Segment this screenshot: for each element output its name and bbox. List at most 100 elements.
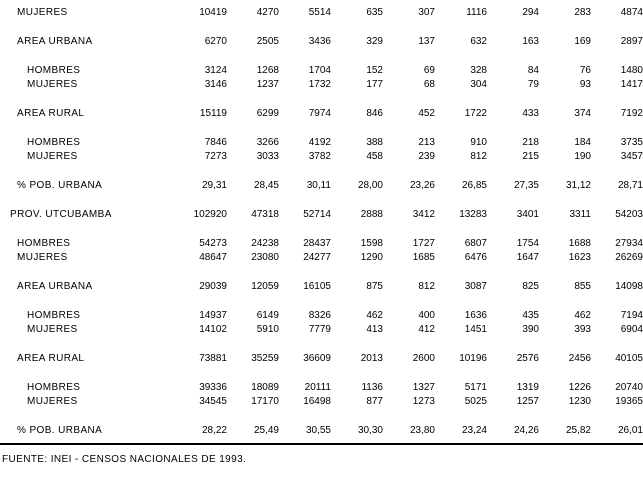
row-label: MUJERES <box>17 251 68 263</box>
row-gap <box>0 120 643 135</box>
value-cell: 2897 <box>620 35 643 47</box>
value-cell: 910 <box>470 136 487 148</box>
table-row: HOMBRES 7846 3266 4192 388 213 910 218 184 3735 <box>0 135 643 149</box>
value-cell: 25,82 <box>565 424 591 436</box>
value-cell: 16498 <box>303 395 331 407</box>
row-gap <box>0 293 643 308</box>
value-cell: 374 <box>574 107 591 119</box>
value-cell: 48647 <box>199 251 227 263</box>
value-cell: 14102 <box>199 323 227 335</box>
table-row: MUJERES 3146 1237 1732 177 68 304 79 93 1417 <box>0 77 643 91</box>
value-cell: 825 <box>522 280 539 292</box>
value-cell: 3146 <box>204 78 227 90</box>
row-gap <box>0 91 643 106</box>
value-cell: 20111 <box>304 381 331 393</box>
value-cell: 169 <box>574 35 591 47</box>
value-cell: 2600 <box>412 352 435 364</box>
value-cell: 1116 <box>466 6 487 18</box>
value-cell: 54273 <box>199 237 227 249</box>
table-row: HOMBRES 3124 1268 1704 152 69 328 84 76 1480 <box>0 63 643 77</box>
source-note: FUENTE: INEI - CENSOS NACIONALES DE 1993… <box>2 454 247 465</box>
value-cell: 2505 <box>256 35 279 47</box>
value-cell: 329 <box>366 35 383 47</box>
value-cell: 7194 <box>620 309 643 321</box>
value-cell: 14098 <box>615 280 643 292</box>
row-label: AREA RURAL <box>17 107 85 119</box>
table-row: PROV. UTCUBAMBA 102920 47318 52714 2888 3412 1… <box>0 207 643 221</box>
value-cell: 28,45 <box>253 179 279 191</box>
value-cell: 20740 <box>615 381 643 393</box>
row-label: HOMBRES <box>17 237 71 249</box>
value-cell: 76 <box>579 64 591 76</box>
value-cell: 1417 <box>620 78 643 90</box>
table-row: AREA RURAL 73881 35259 36609 2013 2600 10196 25… <box>0 351 643 365</box>
row-label: HOMBRES <box>27 136 81 148</box>
value-cell: 7273 <box>204 150 227 162</box>
value-cell: 23,26 <box>409 179 435 191</box>
value-cell: 84 <box>527 64 539 76</box>
value-cell: 26269 <box>615 251 643 263</box>
value-cell: 3124 <box>204 64 227 76</box>
value-cell: 24,26 <box>513 424 539 436</box>
table-row: MUJERES 7273 3033 3782 458 239 812 215 190 3457 <box>0 149 643 163</box>
table-row: MUJERES 10419 4270 5514 635 307 1116 294 283 4874 <box>0 5 643 19</box>
value-cell: 14937 <box>199 309 227 321</box>
table-bottom-rule <box>0 443 643 445</box>
value-cell: 47318 <box>251 208 279 220</box>
value-cell: 7974 <box>308 107 331 119</box>
table-row: MUJERES 34545 17170 16498 877 1273 5025 1257 123… <box>0 394 643 408</box>
value-cell: 3436 <box>308 35 331 47</box>
value-cell: 213 <box>418 136 435 148</box>
value-cell: 7779 <box>308 323 331 335</box>
row-label: HOMBRES <box>27 309 81 321</box>
value-cell: 462 <box>366 309 383 321</box>
value-cell: 137 <box>418 35 435 47</box>
value-cell: 1230 <box>568 395 591 407</box>
value-cell: 1732 <box>308 78 331 90</box>
value-cell: 26,01 <box>617 424 643 436</box>
value-cell: 28,22 <box>201 424 227 436</box>
table-row: HOMBRES 14937 6149 8326 462 400 1636 435 462 7194 <box>0 308 643 322</box>
value-cell: 19365 <box>615 395 643 407</box>
row-label: PROV. UTCUBAMBA <box>10 208 112 220</box>
row-gap <box>0 163 643 178</box>
value-cell: 177 <box>366 78 383 90</box>
table-row: % POB. URBANA 28,22 25,49 30,55 30,30 23,80 23… <box>0 423 643 437</box>
value-cell: 25,49 <box>253 424 279 436</box>
value-cell: 5171 <box>464 381 487 393</box>
value-cell: 875 <box>366 280 383 292</box>
value-cell: 846 <box>366 107 383 119</box>
value-cell: 1722 <box>464 107 487 119</box>
value-cell: 328 <box>470 64 487 76</box>
value-cell: 239 <box>418 150 435 162</box>
value-cell: 17170 <box>251 395 279 407</box>
value-cell: 163 <box>522 35 539 47</box>
value-cell: 16105 <box>303 280 331 292</box>
value-cell: 5025 <box>464 395 487 407</box>
value-cell: 54203 <box>615 208 643 220</box>
value-cell: 877 <box>366 395 383 407</box>
value-cell: 152 <box>366 64 383 76</box>
value-cell: 6149 <box>256 309 279 321</box>
row-gap <box>0 192 643 207</box>
value-cell: 3087 <box>464 280 487 292</box>
value-cell: 1327 <box>412 381 435 393</box>
value-cell: 93 <box>579 78 591 90</box>
value-cell: 393 <box>574 323 591 335</box>
row-gap <box>0 365 643 380</box>
value-cell: 39336 <box>199 381 227 393</box>
value-cell: 23,24 <box>461 424 487 436</box>
value-cell: 5910 <box>256 323 279 335</box>
value-cell: 4270 <box>256 6 279 18</box>
value-cell: 190 <box>574 150 591 162</box>
value-cell: 7192 <box>620 107 643 119</box>
value-cell: 1226 <box>568 381 591 393</box>
value-cell: 28437 <box>303 237 331 249</box>
value-cell: 635 <box>366 6 383 18</box>
value-cell: 28,00 <box>357 179 383 191</box>
value-cell: 458 <box>366 150 383 162</box>
value-cell: 3033 <box>256 150 279 162</box>
value-cell: 855 <box>574 280 591 292</box>
value-cell: 6270 <box>204 35 227 47</box>
